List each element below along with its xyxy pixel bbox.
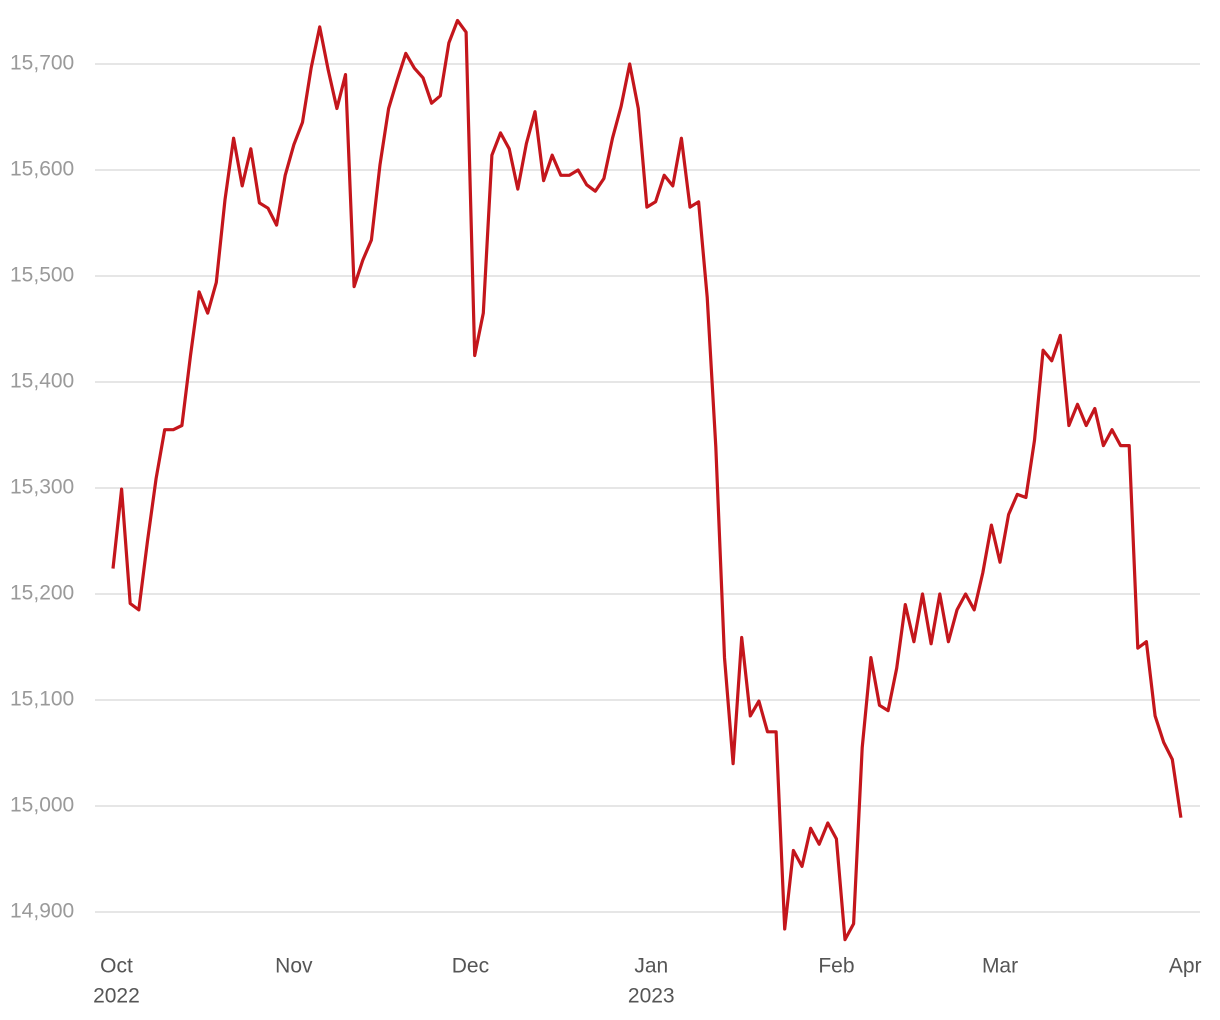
x-tick-label: Nov xyxy=(275,955,313,978)
line xyxy=(111,18,1183,942)
x-tick-label: Oct xyxy=(100,955,133,978)
y-tick-label: 15,000 xyxy=(10,794,74,817)
y-tick-label: 15,300 xyxy=(10,476,74,499)
x-tick-label: Dec xyxy=(452,955,489,978)
y-tick-label: 15,700 xyxy=(10,52,74,75)
y-tick-label: 15,100 xyxy=(10,688,74,711)
x-tick-year: 2022 xyxy=(93,985,140,1008)
x-tick-label: Apr xyxy=(1169,955,1202,978)
y-tick-label: 15,400 xyxy=(10,370,74,393)
x-tick-label: Feb xyxy=(818,955,854,978)
y-tick-label: 15,500 xyxy=(10,264,74,287)
x-tick-label: Jan xyxy=(634,955,668,978)
y-tick-label: 15,200 xyxy=(10,582,74,605)
y-tick-label: 14,900 xyxy=(10,900,74,923)
x-tick-year: 2023 xyxy=(628,985,675,1008)
y-tick-label: 15,600 xyxy=(10,158,74,181)
x-tick-label: Mar xyxy=(982,955,1018,978)
